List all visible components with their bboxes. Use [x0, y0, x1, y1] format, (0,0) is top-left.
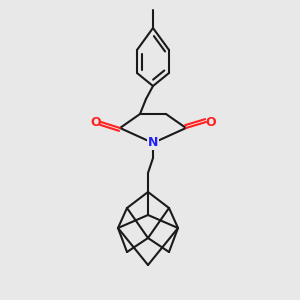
Text: O: O	[91, 116, 101, 128]
Text: O: O	[206, 116, 216, 128]
Text: N: N	[148, 136, 158, 149]
